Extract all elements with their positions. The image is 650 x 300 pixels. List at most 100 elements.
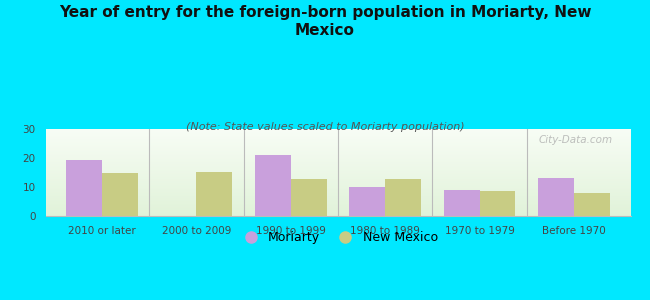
Bar xyxy=(46,170,630,171)
Bar xyxy=(46,151,630,152)
Bar xyxy=(46,155,630,156)
Bar xyxy=(46,163,630,164)
Bar xyxy=(46,205,630,206)
Bar xyxy=(46,160,630,161)
Bar xyxy=(46,140,630,141)
Bar xyxy=(46,186,630,187)
Bar xyxy=(66,160,102,216)
Bar xyxy=(444,190,480,216)
Bar xyxy=(46,137,630,138)
Bar xyxy=(46,153,630,154)
Bar xyxy=(46,154,630,155)
Bar xyxy=(46,162,630,163)
Bar xyxy=(46,145,630,146)
Bar xyxy=(46,130,630,131)
Bar xyxy=(46,157,630,158)
Bar xyxy=(46,136,630,137)
Bar xyxy=(46,143,630,144)
Bar xyxy=(46,144,630,145)
Bar xyxy=(46,208,630,209)
Bar xyxy=(385,179,421,216)
Bar xyxy=(46,169,630,170)
Bar xyxy=(46,135,630,136)
Bar xyxy=(46,214,630,215)
Bar xyxy=(46,164,630,165)
Bar xyxy=(46,159,630,160)
Bar xyxy=(46,200,630,201)
Bar xyxy=(102,173,138,216)
Bar xyxy=(46,158,630,159)
Bar xyxy=(196,172,232,216)
Bar xyxy=(46,193,630,194)
Bar xyxy=(46,150,630,151)
Text: Year of entry for the foreign-born population in Moriarty, New
Mexico: Year of entry for the foreign-born popul… xyxy=(58,4,592,38)
Bar xyxy=(46,206,630,207)
Bar xyxy=(46,146,630,147)
Bar xyxy=(46,196,630,197)
Bar xyxy=(46,172,630,173)
Bar xyxy=(574,193,610,216)
Bar xyxy=(46,181,630,182)
Bar xyxy=(46,132,630,133)
Bar xyxy=(46,177,630,178)
Bar xyxy=(46,148,630,149)
Bar xyxy=(46,210,630,211)
Bar xyxy=(46,156,630,157)
Bar xyxy=(46,152,630,153)
Bar xyxy=(46,168,630,169)
Bar xyxy=(46,191,630,192)
Bar xyxy=(46,184,630,185)
Bar xyxy=(46,174,630,175)
Bar xyxy=(349,187,385,216)
Bar xyxy=(46,192,630,193)
Legend: Moriarty, New Mexico: Moriarty, New Mexico xyxy=(233,226,443,249)
Bar xyxy=(480,191,515,216)
Bar xyxy=(46,131,630,132)
Bar xyxy=(46,183,630,184)
Text: (Note: State values scaled to Moriarty population): (Note: State values scaled to Moriarty p… xyxy=(186,122,464,131)
Bar xyxy=(46,179,630,180)
Bar xyxy=(46,165,630,166)
Bar xyxy=(46,215,630,216)
Text: City-Data.com: City-Data.com xyxy=(539,135,613,145)
Bar xyxy=(46,141,630,142)
Bar xyxy=(46,201,630,202)
Bar xyxy=(46,138,630,139)
Bar xyxy=(46,147,630,148)
Bar xyxy=(46,202,630,203)
Bar xyxy=(46,171,630,172)
Bar xyxy=(46,211,630,212)
Bar xyxy=(46,188,630,189)
Bar xyxy=(46,199,630,200)
Bar xyxy=(46,185,630,186)
Bar xyxy=(46,198,630,199)
Bar xyxy=(291,179,327,216)
Bar xyxy=(46,197,630,198)
Bar xyxy=(46,173,630,174)
Bar xyxy=(46,167,630,168)
Bar xyxy=(46,139,630,140)
Bar xyxy=(46,203,630,204)
Bar xyxy=(46,209,630,210)
Bar xyxy=(46,149,630,150)
Bar xyxy=(46,194,630,195)
Bar xyxy=(46,189,630,190)
Bar xyxy=(46,176,630,177)
Bar xyxy=(46,161,630,162)
Bar xyxy=(46,142,630,143)
Bar xyxy=(46,175,630,176)
Bar xyxy=(46,129,630,130)
Bar xyxy=(46,204,630,205)
Bar xyxy=(46,212,630,213)
Bar xyxy=(46,207,630,208)
Bar xyxy=(46,202,630,203)
Bar xyxy=(538,178,574,216)
Bar xyxy=(46,180,630,181)
Bar xyxy=(46,178,630,179)
Bar xyxy=(46,187,630,188)
Bar xyxy=(46,213,630,214)
Bar xyxy=(46,190,630,191)
Bar xyxy=(255,155,291,216)
Bar xyxy=(46,134,630,135)
Bar xyxy=(46,195,630,196)
